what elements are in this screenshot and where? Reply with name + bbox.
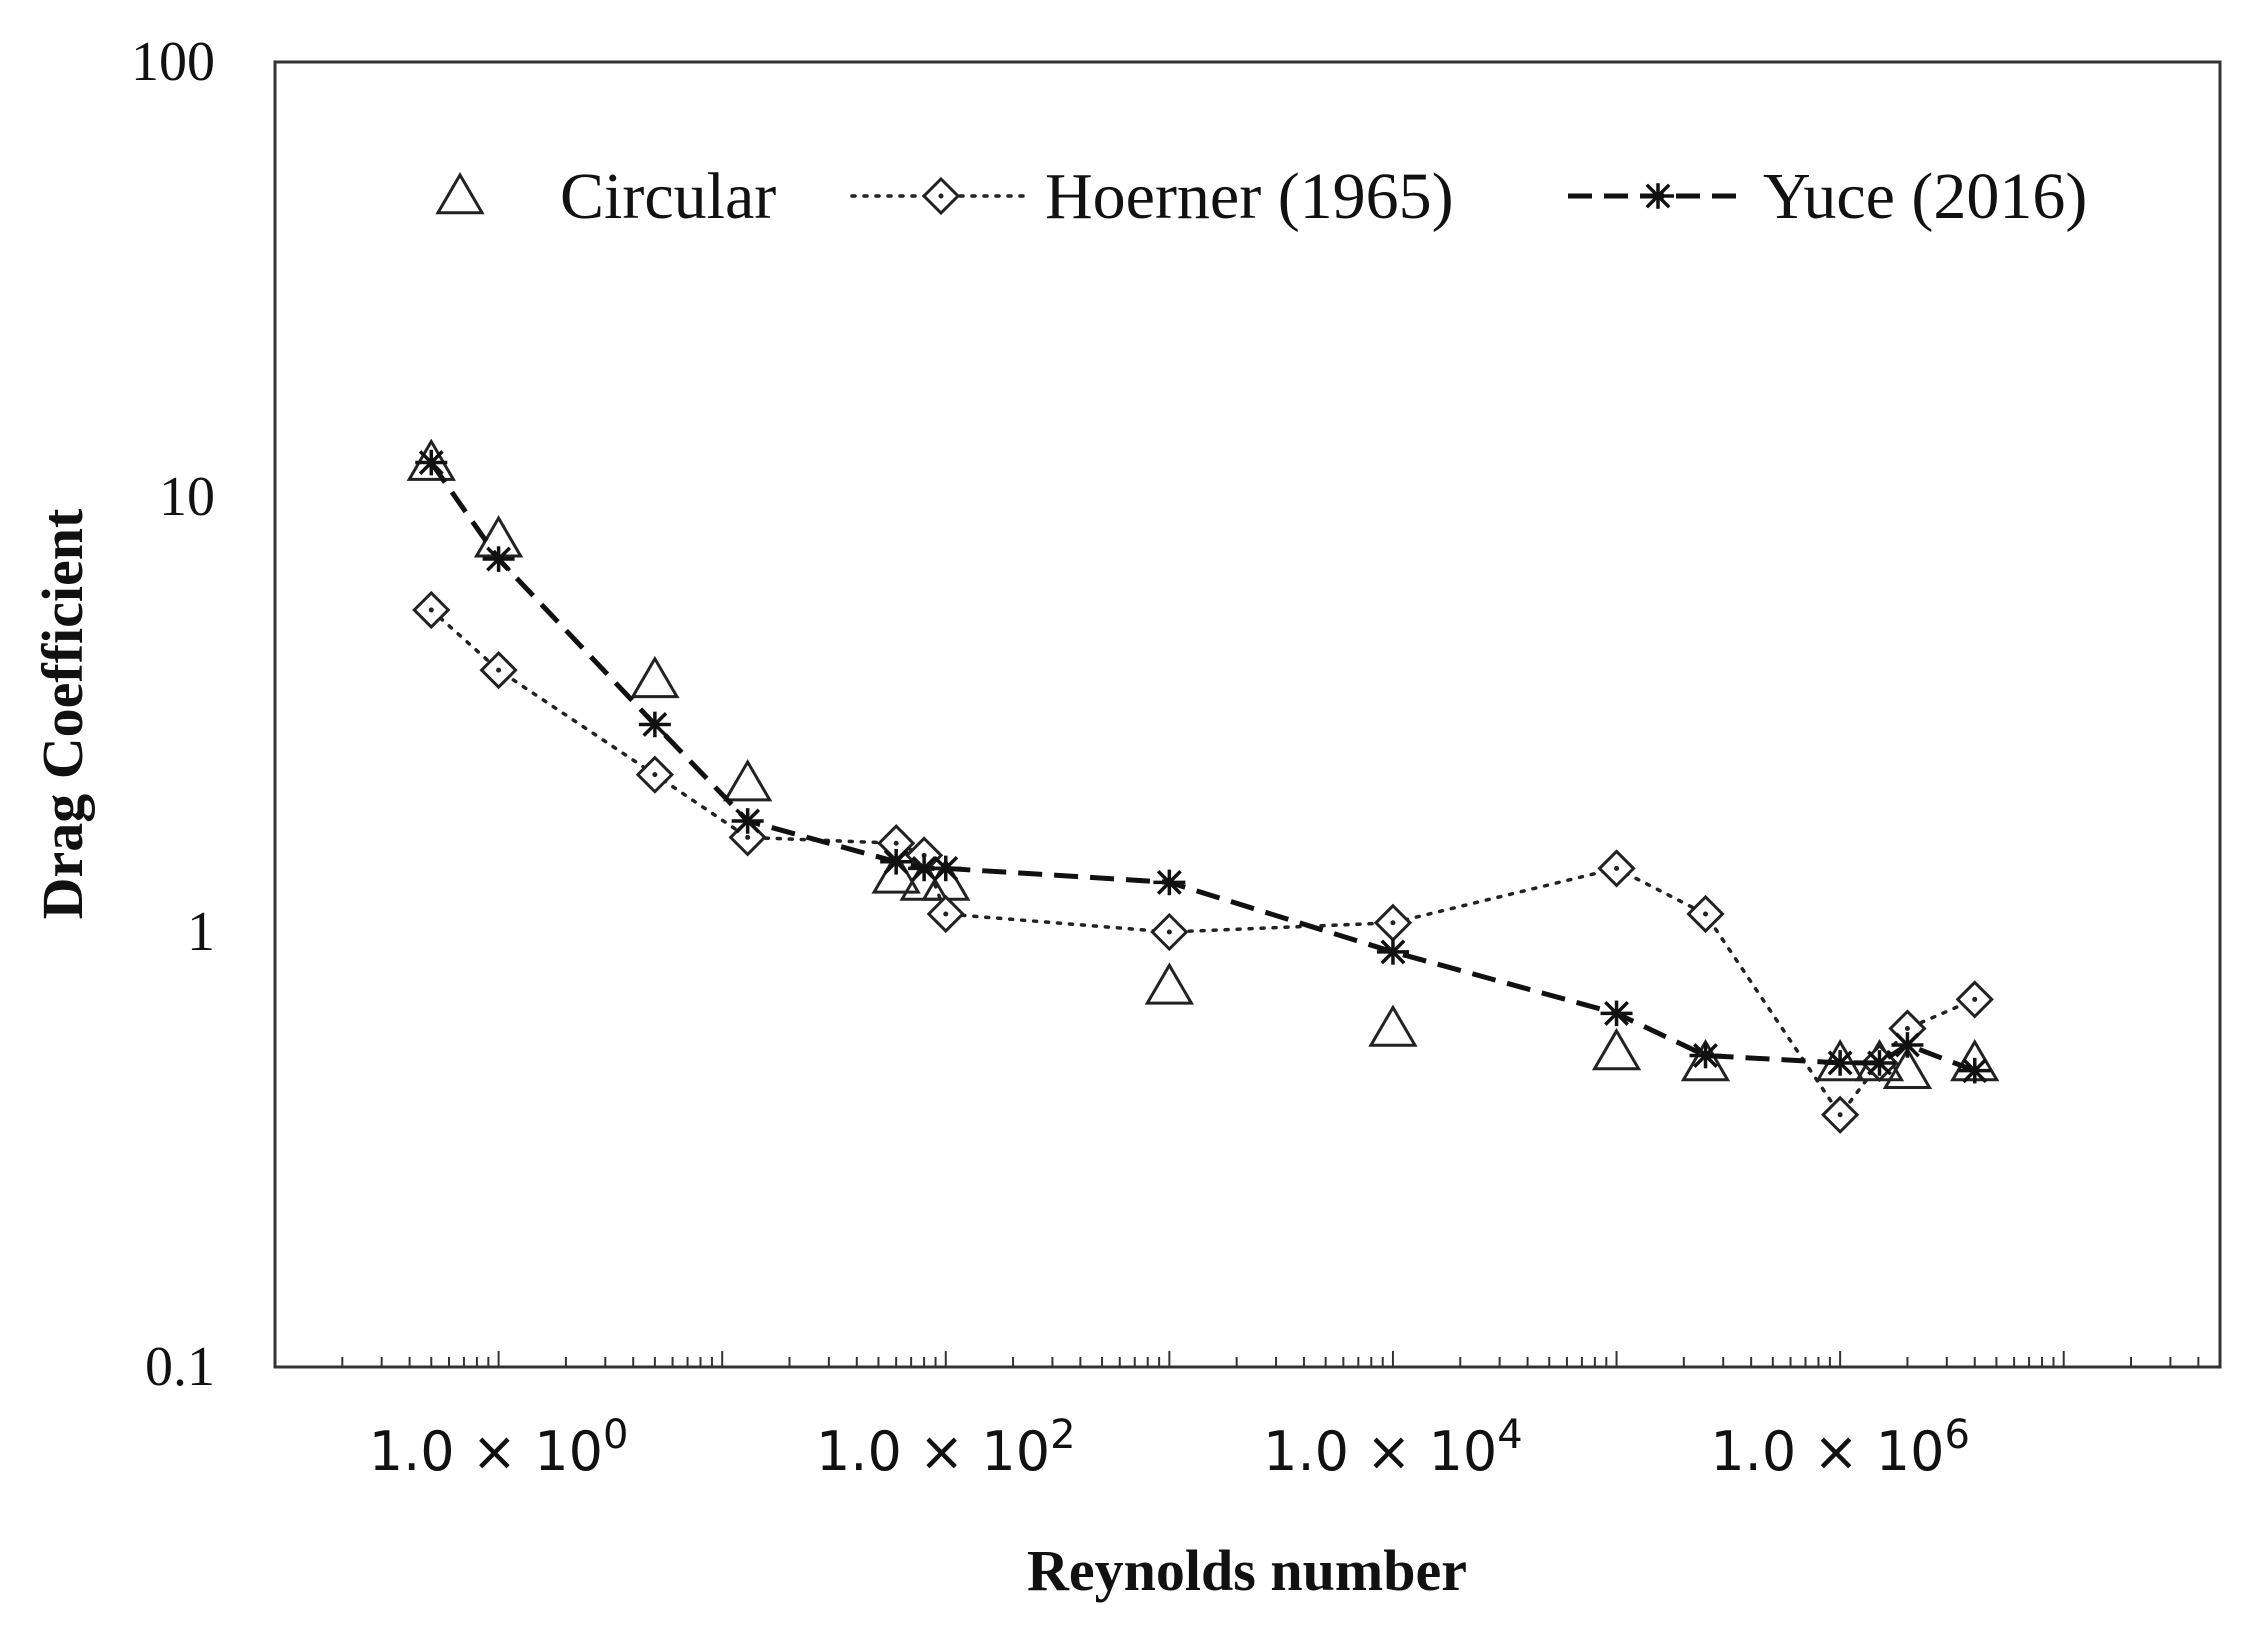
data-point-yuce-2016 [1891, 1032, 1924, 1058]
data-point-yuce-2016 [731, 808, 764, 834]
legend-label-yuce-2016: Yuce (2016) [1763, 160, 2087, 233]
legend-item-hoerner-1965: Hoerner (1965) [850, 160, 1454, 233]
data-point-circular [406, 438, 456, 481]
data-point-hoerner-1965 [1821, 1095, 1860, 1134]
legend-label-circular: Circular [560, 160, 776, 233]
data-point-yuce-2016 [1863, 1050, 1896, 1076]
data-point-circular [722, 759, 773, 802]
data-point-yuce-2016 [415, 449, 448, 476]
data-point-hoerner-1965 [1686, 894, 1725, 934]
data-point-yuce-2016 [638, 711, 671, 738]
data-point-yuce-2016 [482, 546, 515, 572]
data-point-yuce-2016 [929, 855, 962, 882]
data-point-yuce-2016 [1153, 869, 1186, 896]
legend-marker-yuce-2016 [1642, 183, 1674, 209]
series-layer [406, 438, 2000, 1134]
data-point-circular [1591, 1027, 1642, 1071]
x-tick-label: 1.0 × 102 [816, 1412, 1076, 1483]
data-point-circular [630, 655, 680, 699]
legend-marker-hoerner-1965 [921, 176, 961, 216]
data-point-circular [1882, 1046, 1933, 1089]
data-point-yuce-2016 [1689, 1042, 1722, 1069]
x-tick-label: 1.0 × 106 [1710, 1412, 1970, 1483]
data-point-hoerner-1965 [635, 755, 674, 794]
y-tick-label: 0.1 [145, 1336, 215, 1398]
y-tick-label: 10 [159, 466, 215, 528]
x-tick-label: 1.0 × 104 [1263, 1412, 1523, 1483]
data-point-hoerner-1965 [1150, 912, 1189, 952]
data-point-yuce-2016 [1600, 1000, 1633, 1027]
data-point-circular [1144, 962, 1195, 1005]
legend-item-circular: Circular [435, 160, 776, 233]
plot-area [273, 60, 2222, 1369]
legend-item-yuce-2016: Yuce (2016) [1568, 160, 2087, 233]
data-point-circular [871, 851, 921, 894]
x-tick-labels: 1.0 × 100 1.0 × 102 1.0 × 104 1.0 × 106 [369, 1412, 1970, 1483]
data-point-hoerner-1965 [926, 894, 965, 934]
legend-marker-circular [435, 172, 485, 215]
data-point-circular [1680, 1038, 1731, 1082]
data-point-circular [1368, 1004, 1418, 1047]
series-hoerner-1965 [412, 590, 1994, 1134]
data-point-yuce-2016 [1958, 1057, 1991, 1084]
data-point-hoerner-1965 [412, 590, 451, 630]
series-yuce-2016 [415, 449, 1991, 1084]
x-axis-title: Reynolds number [1027, 1538, 1467, 1603]
data-point-hoerner-1965 [479, 650, 518, 690]
legend: Circular Hoerner (1965) Yuce (2016) [435, 160, 2087, 233]
y-tick-label: 100 [131, 31, 215, 93]
x-tick-label: 1.0 × 100 [369, 1412, 629, 1483]
legend-label-hoerner-1965: Hoerner (1965) [1045, 160, 1454, 233]
y-axis-title: Drag Coefficient [30, 508, 95, 919]
data-point-yuce-2016 [1376, 939, 1409, 965]
x-minor-ticks [274, 1351, 2221, 1367]
data-point-hoerner-1965 [1597, 849, 1636, 888]
data-point-yuce-2016 [880, 849, 913, 875]
data-point-hoerner-1965 [1955, 980, 1994, 1019]
data-point-yuce-2016 [1824, 1050, 1857, 1076]
y-tick-labels: 0.1 1 10 100 [131, 31, 215, 1398]
y-tick-label: 1 [187, 901, 215, 963]
